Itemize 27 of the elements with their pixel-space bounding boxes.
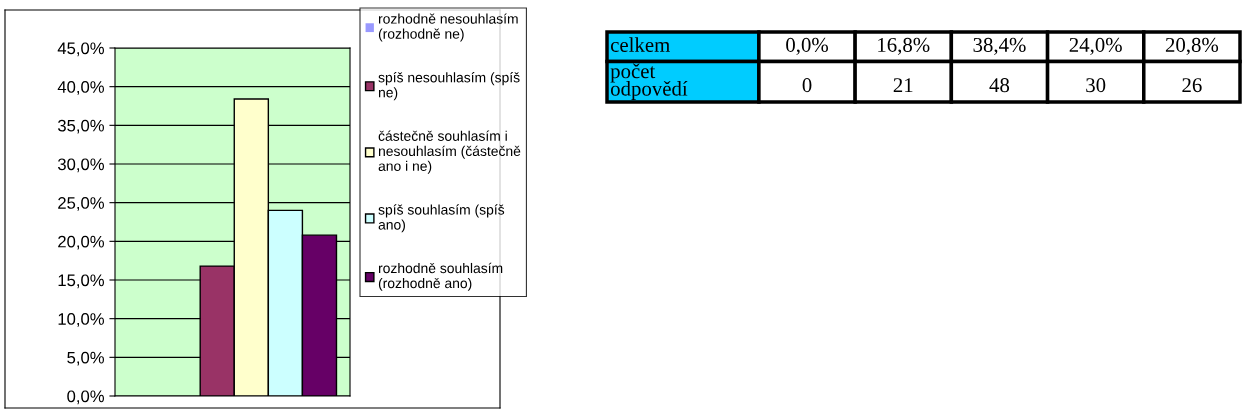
legend-label: spíš souhlasím (spíš ano)	[378, 204, 505, 233]
y-tick-label: 25,0%	[58, 197, 104, 211]
y-tick-label: 15,0%	[58, 274, 104, 289]
text: 20,8%	[1165, 37, 1219, 55]
legend-label: částečně souhlasím i nesouhlasím (částečně ano i ne)	[378, 130, 521, 174]
text: celkem	[610, 37, 670, 52]
y-tick-label: 5,0%	[67, 351, 104, 366]
text: 26	[1182, 78, 1202, 93]
text: 48	[989, 78, 1010, 93]
legend-label: spíš nesouhlasím (spíš ne)	[378, 72, 520, 101]
text: 21	[893, 78, 913, 92]
text: 16,8%	[878, 37, 930, 55]
text: 0	[802, 78, 812, 93]
text: 30	[1086, 78, 1106, 93]
y-tick-label: 30,0%	[57, 158, 104, 173]
text: 0,0%	[786, 37, 829, 55]
text: 38,4%	[973, 37, 1026, 55]
y-tick-label: 20,0%	[58, 235, 104, 250]
legend-label: rozhodně nesouhlasím (rozhodně ne)	[378, 13, 518, 42]
y-tick-label: 45,0%	[57, 42, 104, 57]
text: počet odpovědí	[610, 63, 688, 100]
text: 24,0%	[1069, 37, 1122, 55]
legend-label: rozhodně souhlasím (rozhodně ano)	[378, 262, 503, 291]
y-tick-label: 40,0%	[57, 81, 104, 95]
y-tick-label: 0,0%	[67, 390, 104, 405]
y-tick-label: 35,0%	[57, 119, 104, 134]
y-tick-label: 10,0%	[58, 313, 104, 327]
